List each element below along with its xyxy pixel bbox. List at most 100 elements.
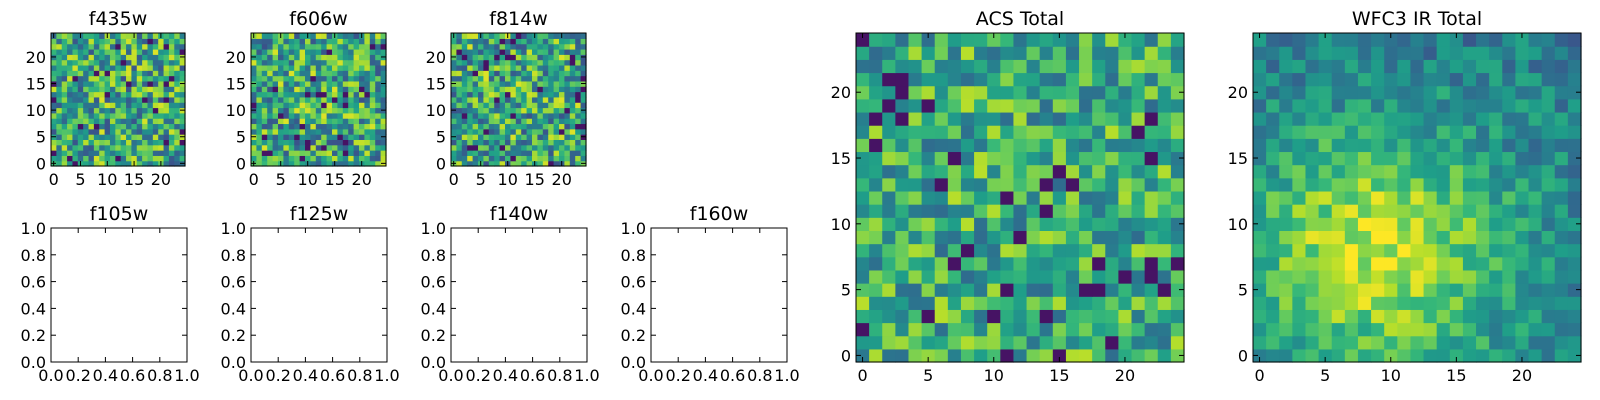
heatmap-cell xyxy=(93,107,100,114)
heatmap-cell xyxy=(467,75,474,82)
heatmap-cell xyxy=(364,80,371,87)
heatmap-cell xyxy=(1371,269,1385,284)
heatmap-cell xyxy=(1292,204,1307,218)
heatmap-cell xyxy=(174,86,181,93)
heatmap-cell xyxy=(467,160,474,167)
heatmap-cell xyxy=(882,296,896,310)
heatmap-cell xyxy=(451,155,457,162)
heatmap-cell xyxy=(987,98,1001,113)
heatmap-cell xyxy=(856,151,870,166)
heatmap-cell xyxy=(947,85,962,100)
heatmap-cell xyxy=(974,283,988,297)
heatmap-cell xyxy=(526,160,533,167)
heatmap-cell xyxy=(1266,322,1280,337)
heatmap-cell xyxy=(179,33,186,39)
heatmap-cell xyxy=(1449,164,1464,179)
heatmap-cell xyxy=(532,107,538,114)
heatmap-cell xyxy=(569,150,576,156)
heatmap-cell xyxy=(1170,348,1185,363)
heatmap-cell xyxy=(294,144,301,151)
heatmap-cell xyxy=(483,107,490,114)
heatmap-cell xyxy=(1092,269,1106,284)
heatmap-cell xyxy=(483,102,490,109)
heatmap-cell xyxy=(332,38,338,45)
heatmap-cell xyxy=(1344,125,1359,139)
heatmap-cell xyxy=(559,43,565,50)
heatmap-cell xyxy=(67,139,74,146)
heatmap-cell xyxy=(456,112,463,119)
heatmap-cell xyxy=(1039,243,1054,258)
heatmap-cell xyxy=(553,123,560,130)
heatmap-cell xyxy=(1026,217,1041,231)
heatmap-cell xyxy=(974,46,988,60)
heatmap-cell xyxy=(499,144,506,151)
heatmap-cell xyxy=(505,75,511,82)
heatmap-cell xyxy=(451,43,457,50)
heatmap-cell xyxy=(1331,111,1346,126)
heatmap-cell xyxy=(1105,335,1119,350)
heatmap-cell xyxy=(283,155,290,162)
heatmap-cell xyxy=(88,134,95,140)
heatmap-cell xyxy=(569,75,576,82)
heatmap-cell xyxy=(869,33,883,47)
heatmap-cell xyxy=(56,128,63,135)
heatmap-cell xyxy=(364,33,371,39)
heatmap-cell xyxy=(1052,59,1067,74)
heatmap-cell xyxy=(294,86,301,93)
heatmap-cell xyxy=(104,150,111,156)
heatmap-cell xyxy=(272,155,279,162)
heatmap-cell xyxy=(548,48,555,55)
heatmap-cell xyxy=(1502,230,1516,245)
heatmap-cell xyxy=(310,70,317,77)
heatmap-cell xyxy=(1489,177,1503,192)
heatmap-cell xyxy=(288,86,295,93)
heatmap-cell xyxy=(1079,164,1093,179)
heatmap-cell xyxy=(1436,269,1451,284)
heatmap-cell xyxy=(488,155,495,162)
heatmap-cell xyxy=(1266,348,1280,363)
heatmap-cell xyxy=(375,160,382,167)
heatmap-cell xyxy=(168,96,175,103)
heatmap-cell xyxy=(1157,151,1172,166)
heatmap-cell xyxy=(163,118,170,125)
heatmap-cell xyxy=(947,217,962,231)
heatmap-cell xyxy=(515,123,522,130)
heatmap-cell xyxy=(109,91,116,98)
heatmap-cell xyxy=(1384,283,1398,297)
heatmap-cell xyxy=(326,134,333,140)
heatmap-cell xyxy=(1489,348,1503,363)
heatmap-cell xyxy=(1131,230,1146,245)
heatmap-cell xyxy=(88,33,95,39)
heatmap-cell xyxy=(960,204,975,218)
heatmap-cell xyxy=(553,70,560,77)
heatmap-cell xyxy=(1371,177,1385,192)
heatmap-cell xyxy=(369,80,376,87)
subplot-title: f160w xyxy=(690,203,749,225)
heatmap-cell xyxy=(261,102,268,109)
heatmap-cell xyxy=(461,134,468,140)
heatmap-cell xyxy=(575,139,582,146)
heatmap-cell xyxy=(483,43,490,50)
heatmap-cell xyxy=(1371,164,1385,179)
heatmap-cell xyxy=(548,102,555,109)
heatmap-cell xyxy=(147,54,154,61)
heatmap-cell xyxy=(77,112,84,119)
heatmap-cell xyxy=(337,139,344,146)
heatmap-cell xyxy=(467,80,474,87)
heatmap-cell xyxy=(1079,269,1093,284)
heatmap-cell xyxy=(294,102,301,109)
heatmap-cell xyxy=(559,102,565,109)
heatmap-cell xyxy=(88,70,95,77)
heatmap-cell xyxy=(278,86,284,93)
heatmap-cell xyxy=(1092,283,1106,297)
heatmap-cell xyxy=(1436,111,1451,126)
heatmap-cell xyxy=(332,155,338,162)
heatmap-cell xyxy=(375,38,382,45)
heatmap-cell xyxy=(1000,72,1015,87)
heatmap-cell xyxy=(1318,296,1333,310)
heatmap-cell xyxy=(1344,46,1359,60)
heatmap-cell xyxy=(380,59,387,66)
heatmap-cell xyxy=(1026,98,1041,113)
heatmap-cell xyxy=(1489,46,1503,60)
heatmap-cell xyxy=(947,243,962,258)
